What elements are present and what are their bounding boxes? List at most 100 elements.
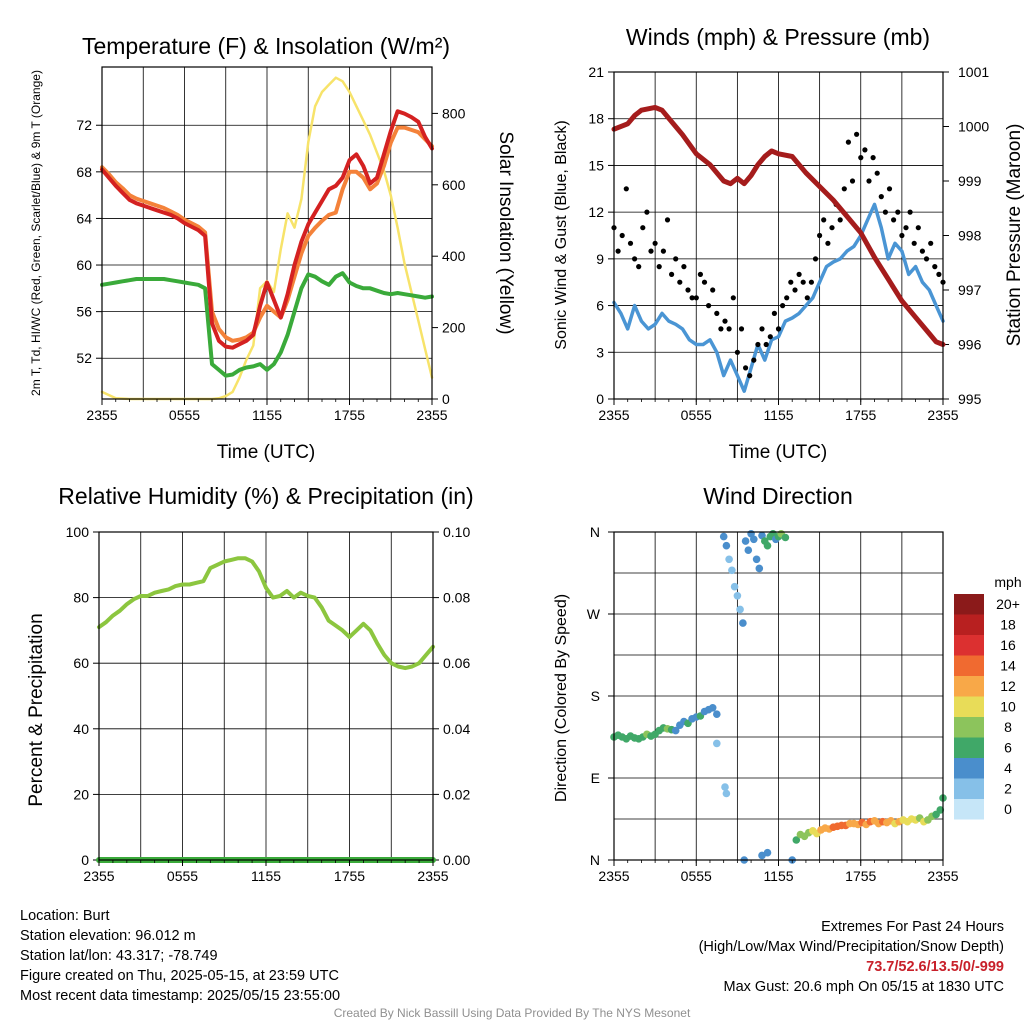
x-tick-label: 2355 [417,868,448,884]
legend-label: 12 [1000,678,1016,694]
gust-point [903,225,909,231]
y2-tick-label: 998 [958,228,982,244]
gust-point [911,240,917,246]
gust-point [936,271,942,277]
gust-point [866,178,872,184]
y2-tick-label: 0 [442,391,450,407]
legend-label: 10 [1000,699,1016,715]
direction-point [755,564,764,573]
y2-tick-label: 0.10 [443,524,470,540]
gust-point [743,365,749,371]
y-tick-label: 21 [588,64,604,80]
gust-point [706,303,712,309]
station-info: Location: Burt Station elevation: 96.012… [20,906,340,1006]
x-tick-label: 2355 [86,407,117,423]
gust-point [821,217,827,223]
legend-label: 20+ [996,596,1020,612]
temperature-panel: 52 56 60 64 68 72 0 200 400 600 800 2355 0555 1155 175… [29,33,516,463]
legend-label: 2 [1004,781,1012,797]
gust-point [899,232,905,239]
max-gust-text: Max Gust: 20.6 mph On 05/15 at 1830 UTC [723,979,1004,995]
legend-swatch [954,778,984,799]
y2-tick-label: 0.00 [443,852,470,868]
latlon-text: Station lat/lon: 43.317; -78.749 [20,948,218,964]
x-tick-label: 2355 [598,407,629,423]
y2-tick-label: 600 [442,177,466,193]
y2-tick-label: 0.06 [443,655,470,671]
direction-point [713,739,721,748]
location-text: Location: Burt [20,908,110,924]
speed-legend: mph 20+ 18 16 14 12 10 8 6 4 2 0 [954,574,1022,820]
y2-tick-label: 800 [442,105,466,121]
gust-point [800,279,806,285]
legend-swatch [954,696,984,717]
gust-point [771,310,778,316]
gust-point [928,240,934,246]
direction-point [752,555,761,564]
x-tick-label: 0555 [169,407,200,423]
gust-point [858,155,864,161]
gust-point [747,373,753,379]
direction-point [736,605,744,614]
gust-point [701,279,708,285]
x-tick-label: 1155 [251,868,281,884]
gust-point [615,248,621,254]
gust-point [775,326,782,332]
gust-point [874,170,880,176]
y-tick-label: 12 [588,204,604,220]
x-tick-label: 2355 [927,868,958,884]
direction-point [722,541,731,550]
direction-point [741,537,750,545]
gust-point [854,131,860,137]
y2-tick-label: 200 [442,320,466,336]
y-tick-label: 3 [596,344,604,360]
y-tick-label: 52 [76,350,92,366]
direction-point [671,726,680,735]
y-tick-label: 15 [588,157,604,173]
gust-point [849,178,856,184]
legend-swatch [954,676,984,697]
y2-tick-label: 400 [442,248,466,264]
legend-swatch [954,655,984,676]
recent-data-text: Most recent data timestamp: 2025/05/15 2… [20,988,341,1004]
gust-point [648,248,654,254]
gust-point [870,155,876,161]
direction-point [936,806,945,814]
legend-label: 0 [1004,801,1012,817]
gust-point [640,225,646,231]
y2-tick-label: 0.02 [443,786,470,802]
humidity-panel: 0 20 40 60 80 100 0.00 0.02 0.04 0.06 0.08 0.10 2355… [26,483,474,884]
gust-point [845,139,852,145]
gust-point [619,232,625,239]
y-tick-label: 60 [73,655,89,671]
direction-point [728,566,736,575]
wind-line [612,202,945,393]
y-tick-label: 6 [596,298,604,314]
humidity-title: Relative Humidity (%) & Precipitation (i… [58,483,473,509]
direction-point [781,533,790,542]
x-tick-label: 1155 [763,868,793,884]
gust-point [693,295,699,301]
gust-point [636,264,642,270]
legend-label: 16 [1000,637,1016,653]
direction-point [763,541,772,550]
extremes-heading: Extremes For Past 24 Hours [821,919,1004,935]
gust-point [932,264,938,270]
legend-swatch [954,758,984,779]
x-tick-label: 2355 [927,407,958,423]
legend-label: 4 [1004,760,1012,776]
y-tick-label: 80 [73,590,89,606]
gust-point [627,240,634,246]
x-tick-label: 1755 [845,868,876,884]
gust-point [738,326,745,332]
gust-point [644,209,650,215]
x-tick-label: 0555 [681,407,712,423]
gust-point [726,326,732,332]
gust-point [780,303,786,309]
y-tick-label: W [587,606,601,622]
gust-point [878,194,884,200]
gust-point [710,287,716,293]
created-text: Figure created on Thu, 2025-05-15, at 23… [20,968,339,984]
y-tick-label: E [591,770,600,786]
temp-9m-line [100,125,434,343]
